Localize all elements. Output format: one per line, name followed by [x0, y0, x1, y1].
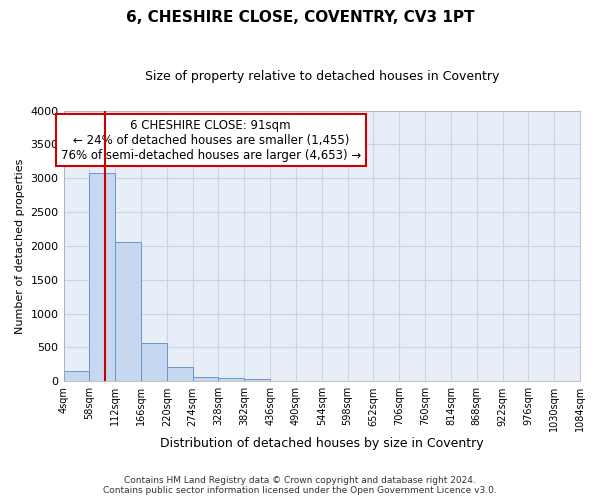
Bar	[115, 242, 141, 382]
Bar	[64, 371, 89, 382]
Title: Size of property relative to detached houses in Coventry: Size of property relative to detached ho…	[145, 70, 499, 83]
Bar	[193, 376, 218, 382]
Text: 6, CHESHIRE CLOSE, COVENTRY, CV3 1PT: 6, CHESHIRE CLOSE, COVENTRY, CV3 1PT	[126, 10, 474, 25]
Bar	[141, 344, 167, 382]
Bar	[167, 367, 193, 382]
Text: 6 CHESHIRE CLOSE: 91sqm
← 24% of detached houses are smaller (1,455)
76% of semi: 6 CHESHIRE CLOSE: 91sqm ← 24% of detache…	[61, 118, 361, 162]
Bar	[244, 380, 270, 382]
X-axis label: Distribution of detached houses by size in Coventry: Distribution of detached houses by size …	[160, 437, 484, 450]
Bar	[218, 378, 244, 382]
Bar	[89, 173, 115, 382]
Text: Contains HM Land Registry data © Crown copyright and database right 2024.
Contai: Contains HM Land Registry data © Crown c…	[103, 476, 497, 495]
Y-axis label: Number of detached properties: Number of detached properties	[15, 158, 25, 334]
